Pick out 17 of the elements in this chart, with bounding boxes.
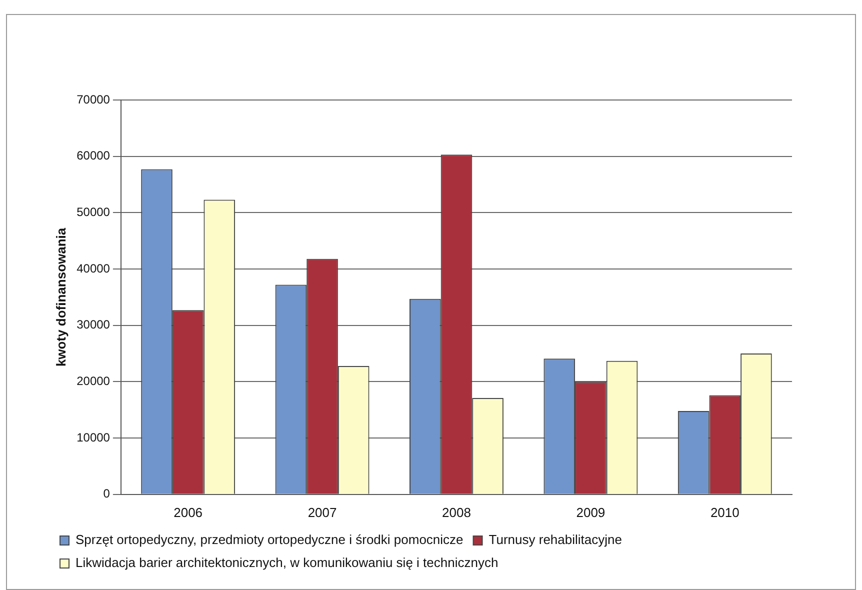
y-axis-title: kwoty dofinansowania [53, 227, 68, 367]
y-tick-label: 20000 [76, 374, 110, 388]
x-tick-label: 2008 [442, 504, 471, 520]
y-tick-label: 50000 [76, 205, 110, 219]
y-tick-label: 10000 [76, 430, 110, 444]
legend-label: Likwidacja barier architektonicznych, w komunikowaniu się i technicznych [76, 555, 498, 570]
legend-label: Sprzęt ortopedyczny, przedmioty ortopedyczne i środki pomocnicze [76, 532, 464, 548]
y-tick-label: 30000 [76, 318, 110, 332]
y-tick-label: 0 [103, 486, 110, 501]
x-tick-label: 2006 [174, 504, 203, 520]
x-tick-label: 2009 [576, 504, 606, 520]
y-tick-label: 70000 [76, 92, 110, 106]
x-tick-label: 2010 [710, 504, 740, 520]
legend-label: Turnusy rehabilitacyjne [488, 532, 622, 548]
x-tick-label: 2007 [308, 504, 337, 520]
y-tick-label: 60000 [76, 148, 110, 163]
y-tick-label: 40000 [76, 261, 110, 276]
